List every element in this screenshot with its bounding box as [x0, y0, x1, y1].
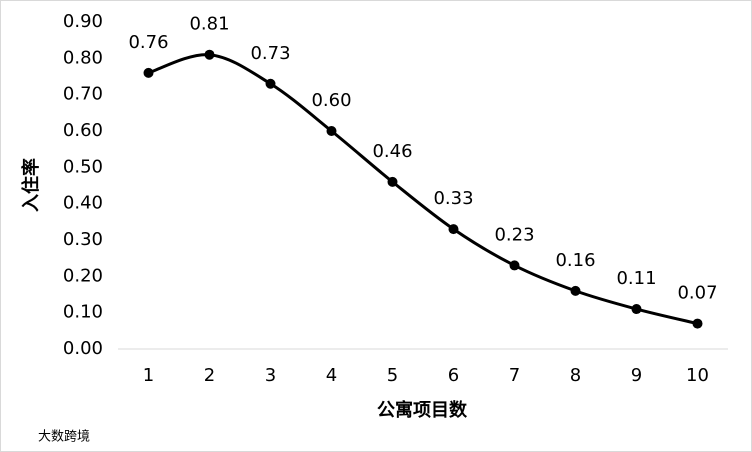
x-tick-label: 4	[326, 365, 337, 386]
data-label: 0.76	[128, 32, 168, 53]
y-tick-label: 0.70	[63, 84, 103, 105]
marker	[265, 78, 276, 89]
x-axis-title: 公寓项目数	[377, 399, 468, 421]
y-tick-label: 0.40	[63, 193, 103, 214]
x-tick-label: 6	[448, 365, 459, 386]
x-tick-label: 10	[686, 365, 709, 386]
data-label: 0.07	[677, 283, 717, 304]
y-tick-label: 0.20	[63, 265, 103, 286]
marker	[509, 260, 520, 271]
data-label: 0.11	[616, 268, 656, 289]
data-label: 0.81	[189, 14, 229, 35]
marker	[387, 176, 398, 187]
x-tick-label: 7	[509, 365, 520, 386]
data-label: 0.73	[250, 43, 290, 64]
y-tick-label: 0.30	[63, 229, 103, 250]
data-label: 0.46	[372, 141, 412, 162]
watermark: 大数跨境	[38, 430, 90, 445]
data-label: 0.16	[555, 250, 595, 271]
marker	[631, 304, 642, 315]
y-tick-label: 0.60	[63, 120, 103, 141]
line	[148, 53, 698, 326]
x-tick-label: 9	[631, 365, 642, 386]
y-tick-label: 0.80	[63, 47, 103, 68]
data-label: 0.23	[494, 224, 534, 245]
data-label: 0.33	[433, 188, 473, 209]
marker	[570, 285, 581, 296]
x-tick-label: 3	[265, 365, 276, 386]
y-tick-label: 0.90	[63, 11, 103, 32]
marker	[204, 49, 215, 60]
marker	[326, 126, 337, 136]
data-label: 0.60	[311, 90, 351, 111]
y-tick-label: 0.50	[63, 156, 103, 177]
marker	[692, 318, 703, 329]
x-tick-label: 5	[387, 365, 398, 386]
x-tick-label: 1	[143, 365, 154, 386]
y-tick-label: 0.00	[63, 338, 103, 359]
y-axis-title: 入住率	[20, 158, 42, 212]
x-tick-label: 8	[570, 365, 581, 386]
x-tick-label: 2	[204, 365, 215, 386]
marker	[143, 67, 154, 78]
marker	[448, 224, 459, 235]
y-tick-label: 0.10	[63, 302, 103, 323]
